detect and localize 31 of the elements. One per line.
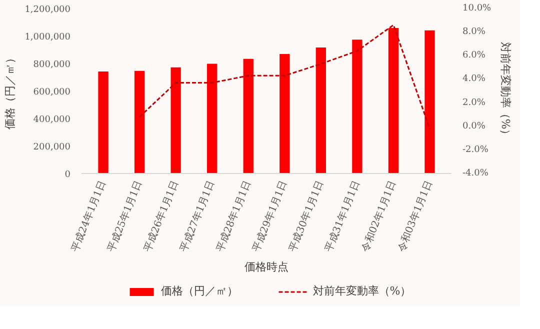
- bar: [352, 40, 362, 174]
- bar: [424, 30, 435, 174]
- y-tick-label: 800,000: [33, 60, 71, 70]
- y-tick-label: 400,000: [33, 115, 71, 125]
- line-series: [138, 24, 430, 130]
- y2-tick-label: 4.0%: [462, 74, 486, 84]
- y-tick-label: 0: [64, 170, 71, 180]
- y2-tick-label: 0.0%: [462, 121, 486, 132]
- bar: [280, 54, 290, 174]
- y-tick-label: 1,000,000: [24, 32, 71, 42]
- bar: [134, 70, 145, 174]
- y-tick-label: 1,200,000: [24, 5, 71, 15]
- x-axis-title: 価格時点: [244, 260, 288, 274]
- y-axis-title: 価格（円／㎡）: [4, 52, 17, 130]
- legend-label: 対前年変動率（%）: [312, 284, 412, 298]
- y-tick-label: 200,000: [33, 142, 71, 152]
- y2-axis-title: 対前年変動率（%）: [499, 42, 512, 140]
- y2-tick-label: 2.0%: [462, 98, 486, 108]
- bar: [170, 67, 181, 174]
- y-tick-label: 600,000: [33, 88, 71, 98]
- bar: [243, 58, 254, 174]
- bar: [207, 64, 218, 174]
- y2-tick-label: 8.0%: [462, 27, 486, 38]
- y2-tick-label: 10.0%: [462, 4, 492, 14]
- bar: [388, 28, 399, 174]
- y2-tick-label: -2.0%: [462, 144, 489, 155]
- bar: [316, 48, 326, 174]
- y2-tick-label: -4.0%: [462, 168, 489, 178]
- legend-label: 価格（円／㎡）: [160, 284, 238, 298]
- bar: [98, 71, 108, 174]
- y2-tick-label: 6.0%: [462, 50, 486, 61]
